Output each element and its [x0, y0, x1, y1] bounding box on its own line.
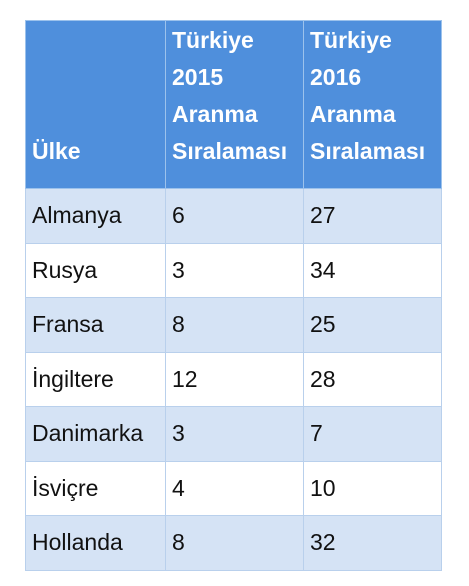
table-cell: 3 [165, 406, 304, 462]
table-row: Danimarka 3 7 [25, 406, 442, 462]
table-cell: Danimarka [25, 406, 166, 462]
table-cell: İngiltere [25, 351, 166, 407]
table-cell: İsviçre [25, 460, 166, 516]
table-cell: 32 [303, 515, 442, 571]
header-text: Türkiye 2016 Aranma Sıralaması [310, 27, 426, 164]
table-cell: 4 [165, 460, 304, 516]
table-row: İsviçre 4 10 [25, 460, 442, 516]
table-cell: 8 [165, 297, 304, 353]
data-table: Ülke Türkiye 2015 Aranma Sıralaması Türkiy… [25, 20, 442, 571]
header-cell: Türkiye 2016 Aranma Sıralaması [303, 20, 442, 189]
table-body: Almanya 6 27 Rusya 3 34 Fransa 8 25 İngiltere 12 28… [25, 188, 442, 571]
table-row: Fransa 8 25 [25, 297, 442, 353]
table-cell: Fransa [25, 297, 166, 353]
table-cell: 34 [303, 242, 442, 298]
table-cell: 8 [165, 515, 304, 571]
table-cell: 27 [303, 188, 442, 244]
table-row: Hollanda 8 32 [25, 515, 442, 571]
header-cell: Türkiye 2015 Aranma Sıralaması [165, 20, 304, 189]
table-cell: 12 [165, 351, 304, 407]
table-row: Almanya 6 27 [25, 188, 442, 244]
table-cell: Rusya [25, 242, 166, 298]
header-cell: Ülke [25, 20, 166, 189]
table-row: İngiltere 12 28 [25, 351, 442, 407]
header-text: Ülke [32, 138, 81, 164]
table-cell: 7 [303, 406, 442, 462]
header-text: Türkiye 2015 Aranma Sıralaması [172, 27, 288, 164]
table-cell: Almanya [25, 188, 166, 244]
table-cell: 28 [303, 351, 442, 407]
header-row: Ülke Türkiye 2015 Aranma Sıralaması Türkiy… [25, 20, 442, 189]
table-row: Rusya 3 34 [25, 242, 442, 298]
table-cell: 3 [165, 242, 304, 298]
table-cell: 6 [165, 188, 304, 244]
table-header: Ülke Türkiye 2015 Aranma Sıralaması Türkiy… [25, 20, 442, 189]
table-cell: 25 [303, 297, 442, 353]
table-cell: Hollanda [25, 515, 166, 571]
table-cell: 10 [303, 460, 442, 516]
